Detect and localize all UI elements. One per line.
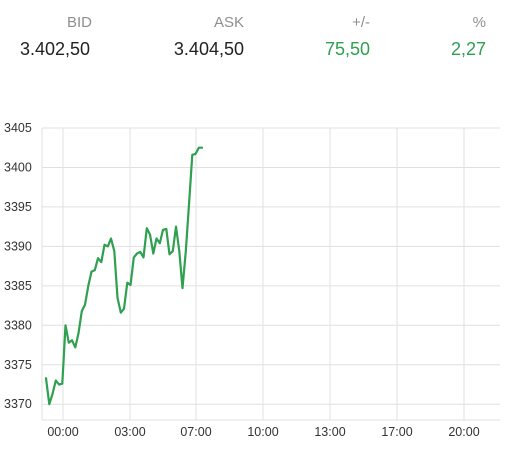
ask-column: ASK 3.404,50 bbox=[114, 14, 244, 60]
chart-grid bbox=[41, 127, 500, 421]
x-axis-ticks: 00:00 03:00 07:00 10:00 13:00 17:00 20:00 bbox=[47, 425, 479, 439]
y-tick-label: 3370 bbox=[4, 397, 32, 411]
change-label: +/- bbox=[352, 14, 370, 31]
x-tick-label: 17:00 bbox=[381, 425, 412, 439]
y-tick-label: 3380 bbox=[4, 318, 32, 332]
change-column: +/- 75,50 bbox=[240, 14, 370, 60]
price-series bbox=[44, 146, 204, 406]
quote-header: BID 3.402,50 ASK 3.404,50 +/- 75,50 % 2,… bbox=[0, 0, 506, 70]
percent-value: 2,27 bbox=[450, 39, 486, 59]
ask-label: ASK bbox=[213, 14, 244, 31]
bid-value: 3.402,50 bbox=[20, 39, 91, 59]
x-tick-label: 20:00 bbox=[448, 425, 479, 439]
price-line bbox=[44, 146, 204, 406]
y-tick-label: 3395 bbox=[4, 200, 32, 214]
change-value: 75,50 bbox=[324, 39, 370, 59]
y-tick-label: 3375 bbox=[4, 358, 32, 372]
intraday-price-chart[interactable]: 3370 3375 3380 3385 3390 3395 3400 3405 00:00 03… bbox=[0, 110, 506, 465]
x-tick-label: 07:00 bbox=[180, 425, 211, 439]
ask-value: 3.404,50 bbox=[173, 39, 244, 59]
percent-label: % bbox=[472, 14, 486, 31]
y-tick-label: 3400 bbox=[4, 160, 32, 174]
y-axis-ticks: 3370 3375 3380 3385 3390 3395 3400 3405 bbox=[4, 121, 32, 411]
y-tick-label: 3390 bbox=[4, 239, 32, 253]
y-tick-label: 3405 bbox=[4, 121, 32, 135]
x-tick-label: 00:00 bbox=[47, 425, 78, 439]
x-tick-label: 13:00 bbox=[314, 425, 345, 439]
percent-column: % 2,27 bbox=[356, 14, 486, 60]
y-tick-label: 3385 bbox=[4, 279, 32, 293]
x-tick-label: 03:00 bbox=[114, 425, 145, 439]
x-tick-label: 10:00 bbox=[247, 425, 278, 439]
bid-label: BID bbox=[67, 14, 93, 31]
bid-column: BID 3.402,50 bbox=[20, 14, 150, 60]
